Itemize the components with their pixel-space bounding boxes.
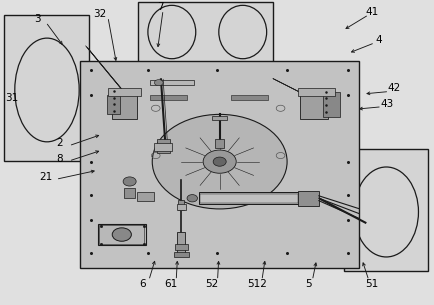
Text: 2: 2 [56,138,63,148]
Bar [108,88,140,96]
Bar [124,188,135,198]
Bar [156,139,169,152]
Bar [322,92,339,117]
Bar [199,192,299,204]
Bar [150,80,193,85]
Bar [80,61,358,268]
Bar [106,95,119,114]
Bar [150,95,187,100]
Bar [299,90,328,119]
Bar [200,194,297,203]
Bar [230,95,267,100]
Bar [297,191,318,206]
Bar [137,192,154,201]
Text: 512: 512 [247,279,267,289]
Text: 41: 41 [365,7,378,16]
Bar [343,149,427,271]
Text: 8: 8 [56,154,63,163]
Circle shape [112,228,131,241]
Bar [214,139,224,148]
Circle shape [123,177,136,186]
Text: 21: 21 [39,172,52,182]
Text: 6: 6 [139,279,146,289]
Circle shape [187,195,197,202]
Text: 51: 51 [365,279,378,289]
Bar [176,204,186,210]
Bar [112,90,137,119]
Circle shape [203,150,236,173]
Text: 52: 52 [205,279,218,289]
Text: 32: 32 [93,9,106,19]
Text: 61: 61 [164,279,177,289]
Text: 7: 7 [156,2,163,12]
Bar [174,244,187,250]
Circle shape [213,157,226,166]
Text: 42: 42 [386,84,399,93]
Text: 31: 31 [6,93,19,102]
Circle shape [154,80,163,86]
Bar [178,200,184,210]
Text: 43: 43 [380,99,393,109]
Text: 4: 4 [374,35,381,45]
Bar [4,15,89,161]
Text: 3: 3 [33,14,40,24]
Bar [138,2,273,81]
Bar [177,232,185,255]
Bar [154,143,171,151]
Bar [174,252,188,257]
Bar [212,116,227,120]
Bar [99,225,144,244]
Bar [98,224,145,245]
Text: 5: 5 [305,279,312,289]
Bar [297,88,334,96]
Circle shape [152,114,286,209]
